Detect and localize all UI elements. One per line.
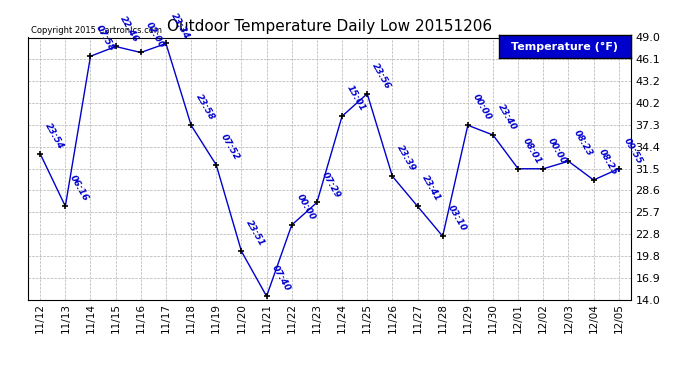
Text: 03:10: 03:10 xyxy=(446,204,468,233)
Text: 09:55: 09:55 xyxy=(622,136,644,166)
Text: 08:25: 08:25 xyxy=(597,148,619,177)
Text: 23:58: 23:58 xyxy=(194,93,216,122)
Text: 07:40: 07:40 xyxy=(270,264,292,293)
Text: 23:51: 23:51 xyxy=(244,219,266,248)
Text: 07:29: 07:29 xyxy=(320,170,342,200)
Text: 22:46: 22:46 xyxy=(119,14,141,44)
Text: 00:00: 00:00 xyxy=(295,193,317,222)
Text: Copyright 2015 Cartronics.com: Copyright 2015 Cartronics.com xyxy=(30,26,161,35)
Text: 23:40: 23:40 xyxy=(496,103,518,132)
Text: 07:58: 07:58 xyxy=(94,24,116,53)
Text: 02:00: 02:00 xyxy=(144,20,166,50)
Text: 00:00: 00:00 xyxy=(471,93,493,122)
Text: 15:01: 15:01 xyxy=(345,84,367,113)
Text: 08:01: 08:01 xyxy=(521,136,543,166)
Text: 23:39: 23:39 xyxy=(395,144,417,173)
Text: 23:56: 23:56 xyxy=(371,62,393,91)
Text: 00:00: 00:00 xyxy=(546,136,569,166)
Title: Outdoor Temperature Daily Low 20151206: Outdoor Temperature Daily Low 20151206 xyxy=(167,18,492,33)
Text: 23:54: 23:54 xyxy=(43,122,66,151)
Text: 07:52: 07:52 xyxy=(219,133,242,162)
Text: 23:41: 23:41 xyxy=(420,174,443,203)
Text: 08:23: 08:23 xyxy=(571,129,593,158)
Text: 23:34: 23:34 xyxy=(169,11,191,40)
Text: 06:16: 06:16 xyxy=(68,174,90,203)
